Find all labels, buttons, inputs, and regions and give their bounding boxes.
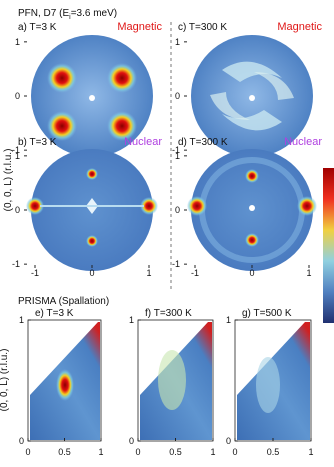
y-tick-label: 1 (15, 37, 20, 47)
x-tick-label: -1 (191, 268, 199, 278)
x-tick-label: 0 (25, 447, 30, 457)
x-tick-label: 0.5 (169, 447, 182, 457)
x-tick-label: 0 (249, 268, 254, 278)
x-tick-label: 0.5 (267, 447, 280, 457)
y-tick-label: -1 (12, 259, 20, 269)
map-f (140, 322, 212, 440)
y-tick-label: 1 (15, 151, 20, 161)
y-tick-label: 1 (129, 315, 134, 325)
panel-tag: Nuclear (124, 136, 162, 148)
y-tick-label: 1 (19, 315, 24, 325)
x-tick-label: 1 (308, 447, 313, 457)
x-tick-label: 1 (306, 268, 311, 278)
y-tick-label: 1 (226, 315, 231, 325)
x-tick-label: 0 (232, 447, 237, 457)
y-tick-label: 0 (15, 91, 20, 101)
panel-label: f) T=300 K (145, 308, 192, 319)
x-tick-label: 1 (146, 268, 151, 278)
map-d (187, 149, 317, 271)
panel-label: d) T=300 K (178, 137, 228, 148)
y-tick-label: 1 (175, 37, 180, 47)
panel-label: a) T=3 K (18, 22, 57, 33)
y-tick-label: 0 (226, 436, 231, 446)
map-a (31, 35, 153, 157)
x-tick-label: 1 (98, 447, 103, 457)
y-tick-label: -1 (12, 145, 20, 155)
y-axis-label: (0, 0, L) (r.l.u.) (3, 149, 14, 212)
y-tick-label: 0 (175, 205, 180, 215)
y-tick-label: 0 (15, 205, 20, 215)
x-tick-label: 0 (135, 447, 140, 457)
y-tick-label: 0 (129, 436, 134, 446)
panel-label: c) T=300 K (178, 22, 227, 33)
panel-tag: Magnetic (277, 21, 322, 33)
map-c (191, 35, 313, 157)
map-b (26, 149, 158, 271)
y-axis-label: (0, 0, L) (r.l.u.) (0, 349, 10, 412)
y-tick-label: 0 (175, 91, 180, 101)
y-tick-label: -1 (172, 145, 180, 155)
map-e (30, 322, 100, 440)
panel-label: e) T=3 K (35, 308, 74, 319)
header: PFN, D7 (Ei=3.6 meV) (18, 8, 117, 21)
y-tick-label: -1 (172, 259, 180, 269)
y-tick-label: 0 (19, 436, 24, 446)
x-tick-label: 0.5 (58, 447, 71, 457)
y-tick-label: 1 (175, 151, 180, 161)
spallation-title: PRISMA (Spallation) (18, 296, 109, 307)
panel-label: g) T=500 K (242, 308, 292, 319)
x-tick-label: -1 (31, 268, 39, 278)
x-tick-label: 0 (89, 268, 94, 278)
panel-tag: Nuclear (284, 136, 322, 148)
panel-tag: Magnetic (117, 21, 162, 33)
map-g (237, 322, 310, 440)
colorbar (323, 168, 334, 323)
panel-label: b) T=3 K (18, 137, 57, 148)
x-tick-label: 1 (210, 447, 215, 457)
